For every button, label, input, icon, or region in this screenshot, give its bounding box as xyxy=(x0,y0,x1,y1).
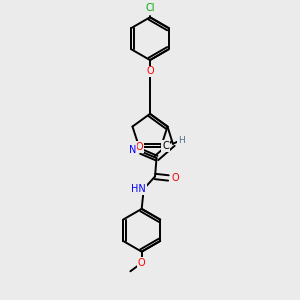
Text: C: C xyxy=(162,141,169,151)
Text: H: H xyxy=(178,136,184,145)
Text: O: O xyxy=(135,142,143,152)
Text: N: N xyxy=(129,145,136,155)
Text: Cl: Cl xyxy=(145,3,155,13)
Text: O: O xyxy=(171,173,179,183)
Text: O: O xyxy=(138,258,146,268)
Text: O: O xyxy=(146,66,154,76)
Text: HN: HN xyxy=(131,184,146,194)
